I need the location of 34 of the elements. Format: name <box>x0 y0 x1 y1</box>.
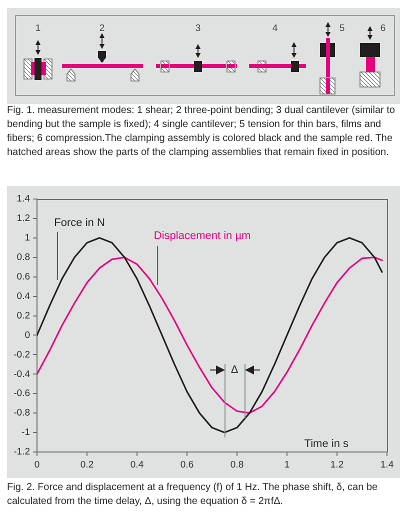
y-tick-label: 0.8 <box>16 252 30 264</box>
series-label: Force in N <box>54 217 105 230</box>
y-tick-label: 0 <box>24 330 30 341</box>
y-tick-label: -1.2 <box>14 446 30 458</box>
caption: Fig. 2. Force and displacement at a frequency (f) of 1 Hz. The phase shift, δ, can be calculated from the time delay, Δ, using the equation δ = 2πfΔ. <box>7 481 379 509</box>
category-label: 1 <box>34 23 42 34</box>
caption: Fig. 1. measurement modes: 1 shear; 2 three-point bending; 3 dual cantilever (similar to bending but the sample is fixed); 4 single cantilever; 5 tension for thin bars, films and fibers; 6 compression.The clamping assembly is colored black and the sample red. The hatched areas show the parts of the clamping assemblies that remain fixed in position. <box>7 104 396 160</box>
y-tick-label: -1 <box>22 427 30 438</box>
category-label: 6 <box>379 23 387 34</box>
x-tick-label: 1.2 <box>330 459 344 470</box>
y-tick-label: -0.4 <box>14 368 30 380</box>
y-tick-label: 1 <box>24 232 30 244</box>
category-label: 4 <box>271 23 279 34</box>
y-tick-label: 1.4 <box>16 194 30 205</box>
y-tick-label: 0.4 <box>16 290 30 302</box>
y-tick-label: -0.6 <box>14 388 30 400</box>
y-tick-label: -0.2 <box>14 349 30 360</box>
x-tick-label: 0.6 <box>180 459 194 470</box>
x-tick-label: 0 <box>34 459 40 470</box>
x-axis-title: Time in s <box>304 438 349 450</box>
x-tick-label: 0.8 <box>230 459 244 470</box>
y-tick-label: 0.2 <box>16 310 30 322</box>
y-tick-label: -0.8 <box>14 408 30 419</box>
y-tick-label: 0.6 <box>16 271 30 282</box>
y-tick-label: 1.2 <box>16 213 30 224</box>
text: Displacement in µm <box>154 230 251 242</box>
category-label: 2 <box>98 23 106 34</box>
annotation: Δ <box>230 364 239 376</box>
x-tick-label: 1.4 <box>380 459 394 470</box>
category-label: 3 <box>194 23 202 34</box>
x-tick-label: 0.2 <box>80 459 94 470</box>
x-tick-label: 1 <box>284 459 290 470</box>
category-label: 5 <box>338 23 346 34</box>
x-tick-label: 0.4 <box>130 459 144 470</box>
